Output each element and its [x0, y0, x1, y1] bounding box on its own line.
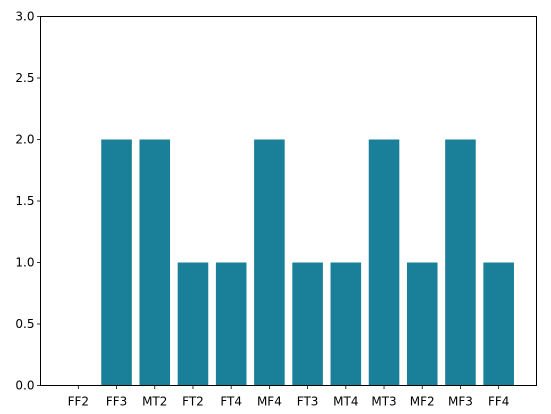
y-tick-label: 1.0 [15, 256, 34, 270]
bar-ft2 [177, 262, 209, 386]
bar-mt4 [330, 262, 362, 386]
bar-mt2 [139, 139, 171, 386]
bar-ff3 [101, 139, 132, 386]
x-tick-label: FF4 [488, 395, 509, 409]
x-tick-label: MT3 [371, 395, 396, 409]
bar-ft4 [215, 262, 247, 386]
x-tick-label: MF4 [257, 395, 282, 409]
bar-mf4 [254, 139, 285, 386]
x-tick-label: FT3 [297, 395, 319, 409]
x-tick-label: MF2 [410, 395, 435, 409]
x-tick-label: FF3 [106, 395, 127, 409]
y-tick-label: 1.5 [15, 194, 34, 208]
bar-ft3 [292, 262, 323, 386]
y-tick-label: 0.5 [15, 317, 34, 331]
x-tick-label: MT2 [142, 395, 167, 409]
bars-group [101, 139, 514, 386]
y-tick-label: 3.0 [15, 10, 34, 24]
x-tick-label: FT2 [182, 395, 204, 409]
bar-mf2 [406, 262, 438, 386]
bar-mf3 [445, 139, 476, 386]
y-tick-label: 2.5 [15, 71, 34, 85]
y-axis: 0.0 0.5 1.0 1.5 2.0 2.5 3.0 [15, 10, 41, 393]
y-tick-label: 0.0 [15, 379, 34, 393]
x-tick-label: MT4 [333, 395, 358, 409]
x-axis: FF2 FF3 MT2 FT2 FT4 MF4 FT3 MT4 MT3 MF2 MF3 FF4 [68, 385, 509, 409]
y-tick-label: 2.0 [15, 133, 34, 147]
x-tick-label: FT4 [220, 395, 242, 409]
bar-ff4 [483, 262, 514, 386]
bar-mt3 [368, 139, 400, 386]
x-tick-label: MF3 [448, 395, 473, 409]
plot-frame [40, 16, 537, 386]
x-tick-label: FF2 [68, 395, 89, 409]
